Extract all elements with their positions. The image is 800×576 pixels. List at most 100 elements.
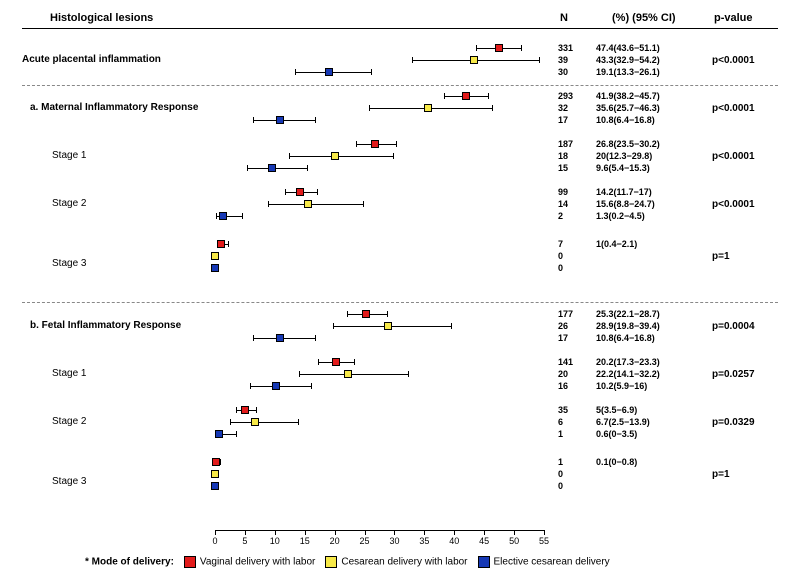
point-marker [212,458,220,466]
n-value: 32 [558,103,598,113]
ci-cap-lo [347,311,348,317]
section-divider-1 [22,302,778,303]
row-label: b. Fetal Inflammatory Response [30,320,181,331]
point-marker [384,322,392,330]
point-marker [332,358,340,366]
point-marker [344,370,352,378]
x-tick [424,530,425,535]
ci-cap-hi [492,105,493,111]
row-label: Stage 1 [52,368,86,379]
ci-cap-hi [539,57,540,63]
row-label: Stage 3 [52,258,86,269]
ci-cap-hi [393,153,394,159]
n-value: 0 [558,481,598,491]
forest-plot: Histological lesions N (%) (95% CI) p-va… [0,0,800,576]
ci-cap-hi [307,165,308,171]
point-marker [276,334,284,342]
section-divider-0 [22,85,778,86]
ci-line [268,204,363,205]
x-tick-label: 55 [534,536,554,546]
n-value: 39 [558,55,598,65]
point-marker [268,164,276,172]
point-marker [331,152,339,160]
ci-line [247,168,306,169]
p-value: p=0.0004 [712,321,778,332]
ci-line [253,338,315,339]
n-value: 17 [558,333,598,343]
ci-cap-hi [387,311,388,317]
ci-cap-lo [289,153,290,159]
point-marker [325,68,333,76]
point-marker [251,418,259,426]
ci-text: 25.3(22.1−28.7) [596,309,708,319]
ci-cap-lo [268,201,269,207]
point-marker [217,240,225,248]
header-rule [22,28,778,29]
p-value: p<0.0001 [712,151,778,162]
n-value: 0 [558,469,598,479]
ci-cap-lo [230,419,231,425]
ci-cap-hi [396,141,397,147]
ci-cap-lo [295,69,296,75]
point-marker [424,104,432,112]
ci-cap-lo [216,213,217,219]
ci-cap-hi [408,371,409,377]
n-value: 26 [558,321,598,331]
x-tick-label: 5 [235,536,255,546]
ci-cap-hi [228,241,229,247]
ci-cap-lo [333,323,334,329]
ci-line [333,326,450,327]
x-tick [245,530,246,535]
n-value: 331 [558,43,598,53]
p-value: p=1 [712,251,778,262]
row-label: Stage 2 [52,198,86,209]
ci-cap-lo [356,141,357,147]
point-marker [276,116,284,124]
n-value: 16 [558,381,598,391]
n-value: 17 [558,115,598,125]
x-tick [484,530,485,535]
x-tick-label: 0 [205,536,225,546]
ci-cap-lo [444,93,445,99]
ci-cap-lo [318,359,319,365]
p-value: p=0.0329 [712,417,778,428]
ci-cap-hi [256,407,257,413]
ci-cap-lo [250,383,251,389]
point-marker [371,140,379,148]
ci-cap-lo [236,407,237,413]
ci-text: 28.9(19.8−39.4) [596,321,708,331]
point-marker [241,406,249,414]
x-tick [275,530,276,535]
n-value: 0 [558,251,598,261]
point-marker [470,56,478,64]
ci-cap-lo [253,117,254,123]
ci-text: 20(12.3−29.8) [596,151,708,161]
header-histological: Histological lesions [50,12,153,24]
ci-cap-hi [363,201,364,207]
ci-text: 1(0.4−2.1) [596,239,708,249]
row-label: Acute placental inflammation [22,54,161,65]
x-tick-label: 40 [444,536,464,546]
ci-cap-lo [299,371,300,377]
point-marker [211,470,219,478]
legend: * Mode of delivery:Vaginal delivery with… [85,556,610,568]
ci-text: 43.3(32.9−54.2) [596,55,708,65]
ci-cap-lo [476,45,477,51]
x-tick [514,530,515,535]
n-value: 30 [558,67,598,77]
point-marker [211,252,219,260]
ci-text: 19.1(13.3−26.1) [596,67,708,77]
ci-cap-lo [247,165,248,171]
x-tick-label: 20 [325,536,345,546]
point-marker [495,44,503,52]
n-value: 141 [558,357,598,367]
x-tick [454,530,455,535]
ci-text: 5(3.5−6.9) [596,405,708,415]
n-value: 7 [558,239,598,249]
ci-line [230,422,298,423]
point-marker [462,92,470,100]
ci-text: 41.9(38.2−45.7) [596,91,708,101]
point-marker [215,430,223,438]
point-marker [211,264,219,272]
n-value: 99 [558,187,598,197]
